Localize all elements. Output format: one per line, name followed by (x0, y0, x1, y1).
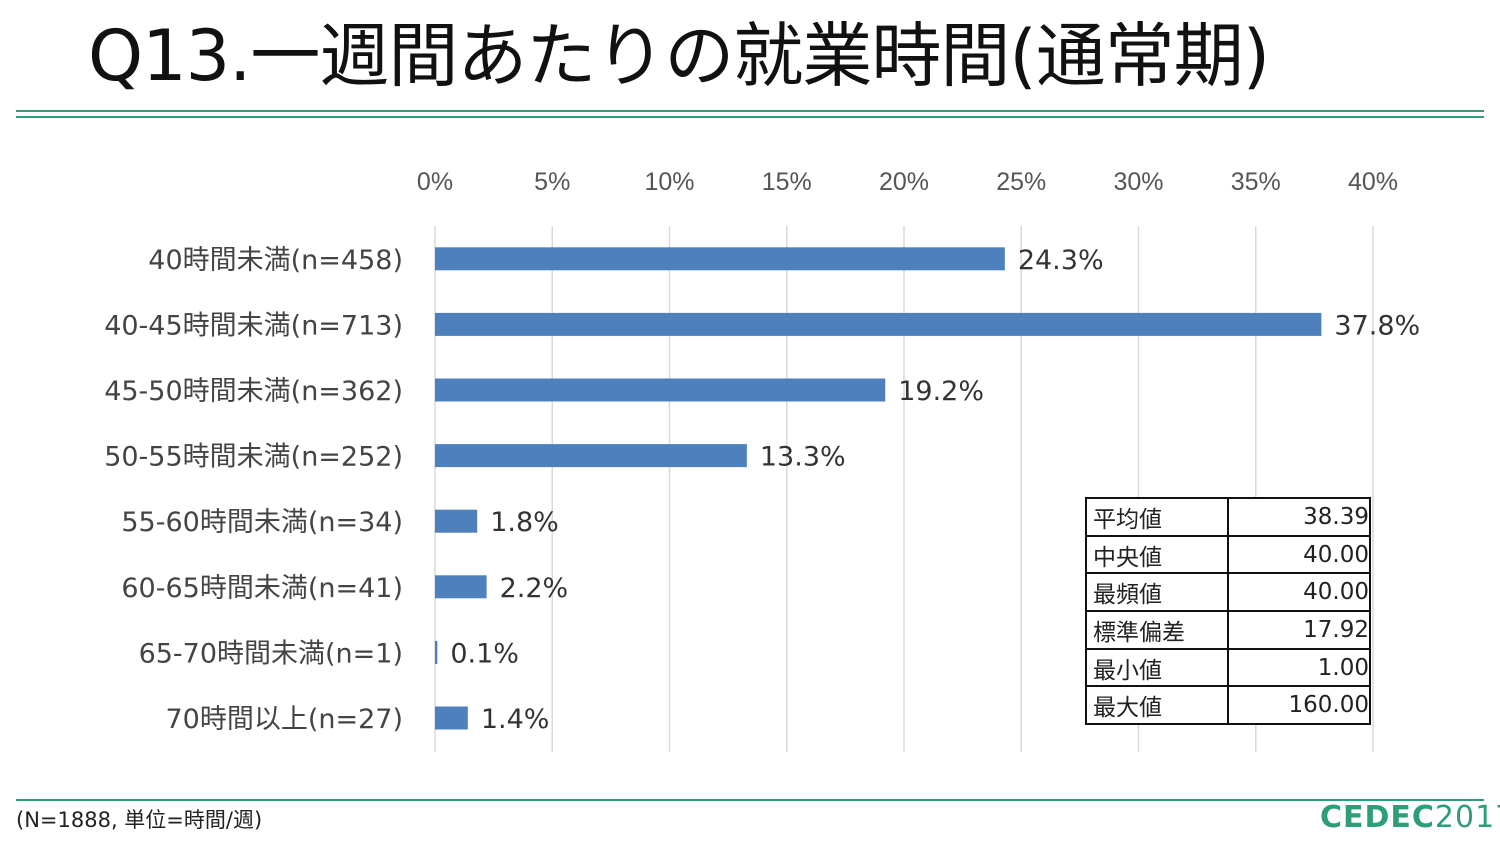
title-rule-bottom (16, 116, 1484, 118)
category-label: 40時間未満(n=458) (148, 245, 403, 276)
page-title: Q13.一週間あたりの就業時間(通常期) (88, 15, 1270, 97)
stats-value: 40.00 (1227, 534, 1371, 575)
footnote: (N=1888, 単位=時間/週) (16, 808, 263, 832)
stats-row: 標準偏差 17.92 (1085, 610, 1371, 650)
x-tick-label: 5% (534, 168, 570, 196)
data-label: 1.8% (490, 507, 559, 538)
stats-label: 中央値 (1085, 534, 1229, 575)
bar (435, 378, 886, 402)
logo-year: 2017 (1434, 800, 1500, 835)
category-label: 50-55時間未満(n=252) (104, 442, 403, 473)
stats-row: 平均値 38.39 (1085, 497, 1371, 537)
stats-value: 160.00 (1227, 685, 1371, 726)
bar (435, 247, 1005, 271)
data-label: 19.2% (898, 376, 984, 407)
x-tick-label: 15% (762, 168, 812, 196)
x-tick-label: 35% (1231, 168, 1281, 196)
title-rule-top (16, 110, 1484, 112)
stats-label: 最頻値 (1085, 572, 1229, 613)
cedec-logo: CEDEC2017 (1320, 800, 1500, 835)
category-label: 45-50時間未満(n=362) (104, 376, 403, 407)
x-tick-label: 0% (417, 168, 453, 196)
x-tick-label: 20% (879, 168, 929, 196)
x-tick-label: 25% (996, 168, 1046, 196)
data-label: 1.4% (481, 704, 550, 735)
stats-label: 最大値 (1085, 685, 1229, 726)
x-tick-label: 10% (644, 168, 694, 196)
stats-label: 平均値 (1085, 497, 1229, 537)
category-label: 55-60時間未満(n=34) (121, 507, 403, 538)
stats-value: 38.39 (1227, 497, 1371, 537)
stats-value: 40.00 (1227, 572, 1371, 613)
stats-value: 17.92 (1227, 610, 1371, 650)
data-label: 37.8% (1334, 310, 1420, 341)
stats-row: 最頻値 40.00 (1085, 572, 1371, 613)
logo-brand: CEDEC (1320, 800, 1435, 835)
stats-label: 最小値 (1085, 647, 1229, 688)
stats-row: 最大値 160.00 (1085, 685, 1371, 726)
bar (435, 706, 468, 730)
category-label: 70時間以上(n=27) (165, 704, 403, 735)
stats-label: 標準偏差 (1085, 610, 1229, 650)
bar (435, 444, 747, 468)
category-label: 60-65時間未満(n=41) (121, 573, 403, 604)
x-tick-label: 30% (1113, 168, 1163, 196)
data-label: 24.3% (1018, 245, 1104, 276)
category-label: 65-70時間未満(n=1) (139, 638, 403, 669)
data-label: 2.2% (500, 573, 569, 604)
stats-row: 最小値 1.00 (1085, 647, 1371, 688)
data-label: 0.1% (450, 638, 519, 669)
stats-row: 中央値 40.00 (1085, 534, 1371, 575)
stats-value: 1.00 (1227, 647, 1371, 688)
bar (435, 640, 438, 664)
x-tick-label: 40% (1348, 168, 1398, 196)
bar (435, 575, 487, 599)
bar (435, 509, 478, 533)
data-label: 13.3% (760, 442, 846, 473)
footer-rule (16, 799, 1484, 801)
bar (435, 312, 1322, 336)
category-label: 40-45時間未満(n=713) (104, 310, 403, 341)
statistics-table: 平均値 38.39 中央値 40.00 最頻値 40.00 標準偏差 17.92 最小値 1.00… (1085, 497, 1371, 726)
